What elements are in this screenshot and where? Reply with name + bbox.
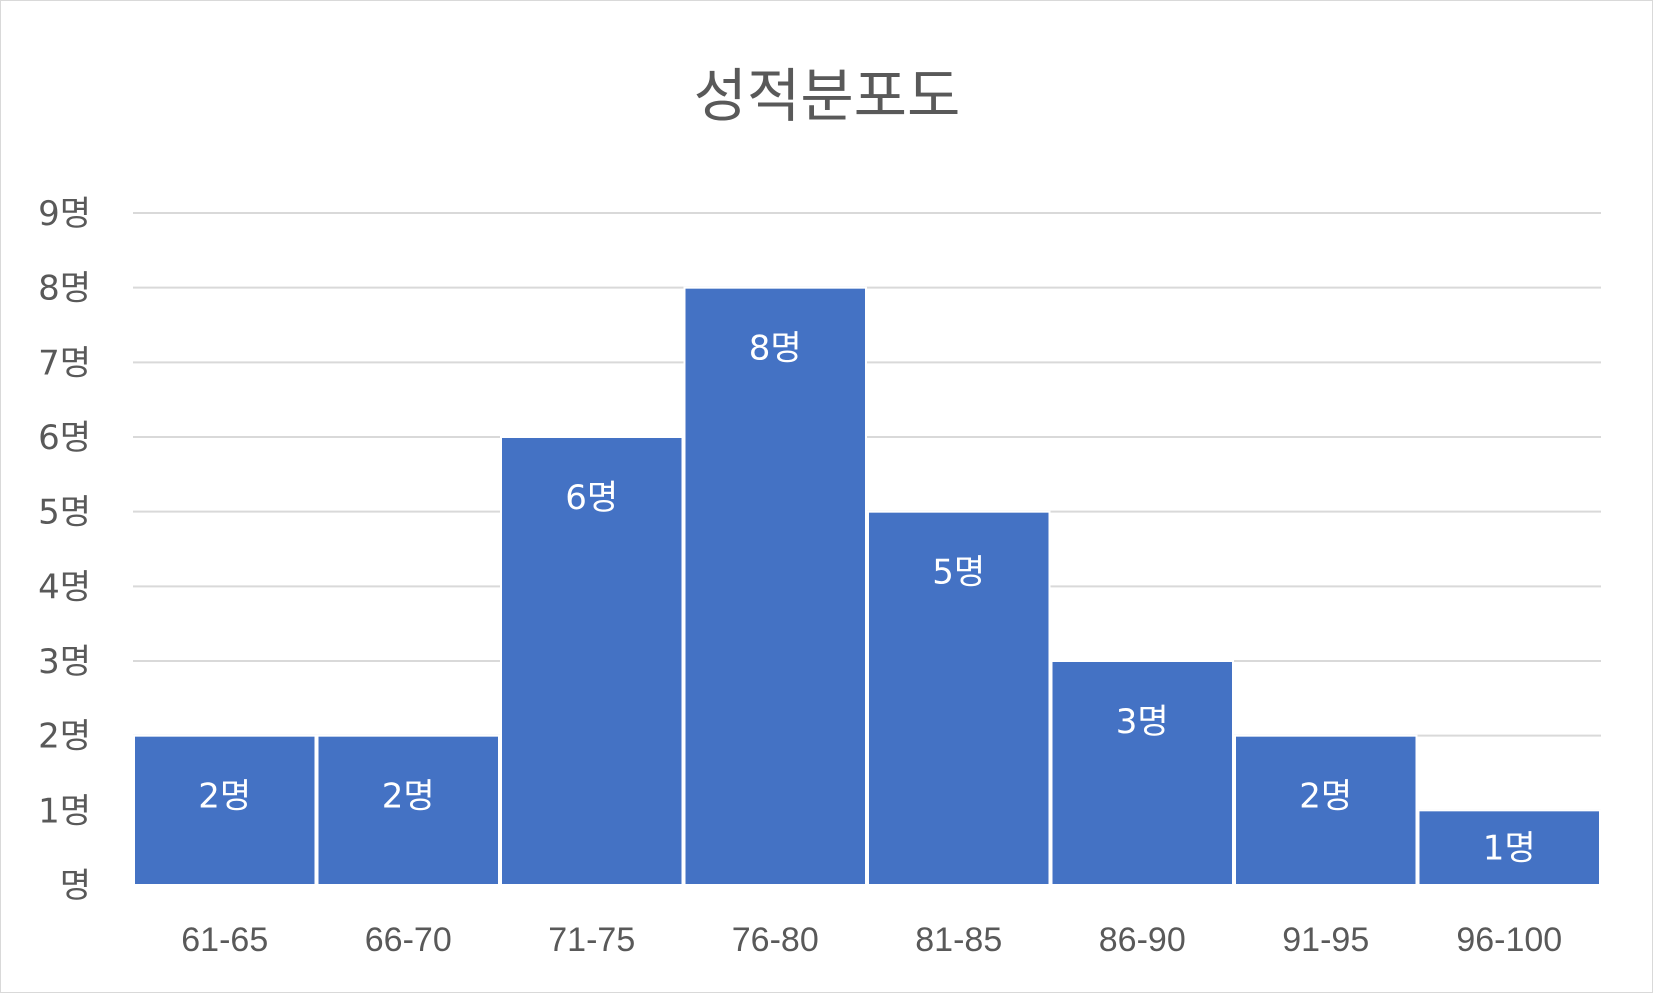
data-labels: 2명 2명 6명 8명 5명 3명 2명 1명	[198, 329, 1535, 869]
bar-61-65	[133, 734, 317, 887]
x-tick-label: 66-70	[365, 921, 452, 959]
y-tick-label: 8명	[38, 269, 91, 309]
x-tick-label: 91-95	[1282, 921, 1369, 959]
y-tick-label: 7명	[38, 343, 91, 383]
bar-71-75	[500, 436, 684, 886]
data-label: 2명	[198, 777, 251, 817]
data-label: 5명	[932, 553, 985, 593]
data-label: 6명	[565, 478, 618, 518]
y-tick-label: 5명	[38, 493, 91, 533]
bar-76-80	[683, 286, 867, 886]
y-tick-label: 4명	[38, 567, 91, 607]
y-tick-label: 6명	[38, 418, 91, 458]
bar-86-90	[1050, 660, 1234, 886]
y-tick-label: 2명	[38, 717, 91, 757]
x-tick-label: 61-65	[181, 921, 268, 959]
data-label: 2명	[382, 777, 435, 817]
bars	[133, 286, 1601, 887]
y-tick-label: 3명	[38, 642, 91, 682]
x-tick-label: 96-100	[1456, 921, 1562, 959]
data-label: 2명	[1299, 777, 1352, 817]
chart-title: 성적분포도	[694, 62, 961, 130]
y-tick-label: 1명	[38, 791, 91, 831]
x-axis-ticks: 61-65 66-70 71-75 76-80 81-85 86-90 91-95 96-10…	[181, 921, 1562, 959]
x-tick-label: 81-85	[915, 921, 1002, 959]
x-tick-label: 76-80	[732, 921, 819, 959]
bar-91-95	[1234, 734, 1418, 887]
data-label: 8명	[749, 329, 802, 369]
x-tick-label: 71-75	[548, 921, 635, 959]
bar-66-70	[316, 734, 500, 887]
y-axis-ticks: 명 1명 2명 3명 4명 5명 6명 7명 8명 9명	[38, 194, 91, 906]
data-label: 3명	[1116, 702, 1169, 742]
y-tick-label: 명	[60, 866, 91, 906]
y-tick-label: 9명	[38, 194, 91, 234]
bar-81-85	[867, 510, 1051, 886]
data-label: 1명	[1483, 829, 1536, 869]
bar-96-100	[1417, 809, 1601, 886]
x-tick-label: 86-90	[1099, 921, 1186, 959]
